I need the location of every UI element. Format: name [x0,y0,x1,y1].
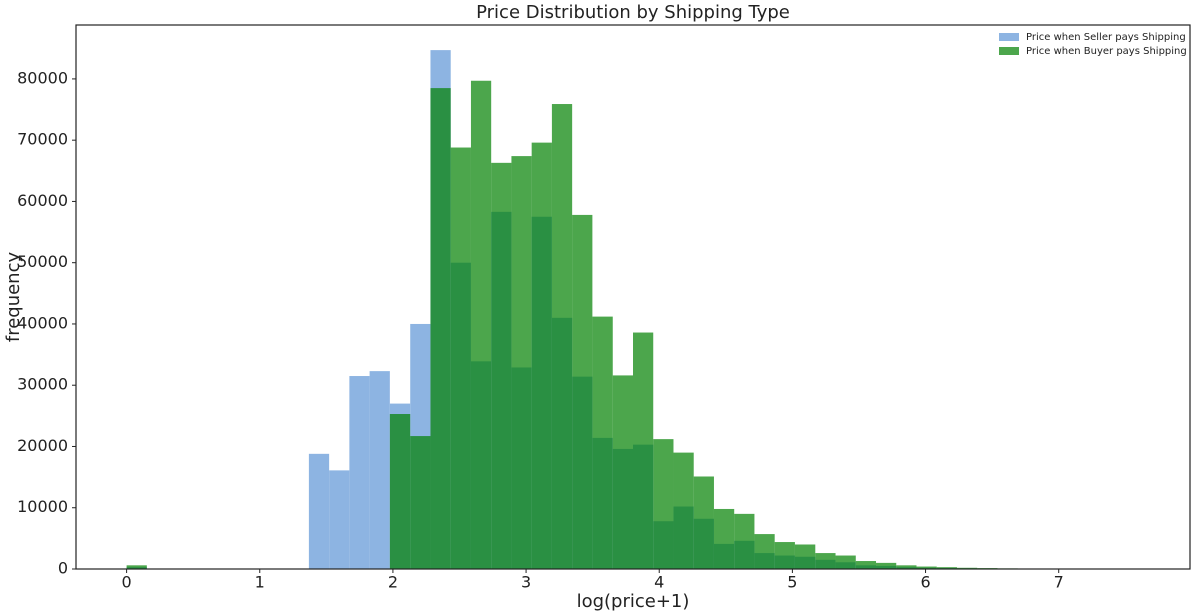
y-tick-label: 50000 [17,252,68,271]
histogram-bar [592,316,613,569]
legend-swatch [999,47,1019,55]
histogram-bar [835,555,856,569]
histogram-bar [349,376,370,569]
histogram-bar [430,88,451,570]
y-tick-label: 70000 [17,130,68,149]
y-tick-label: 10000 [17,497,68,516]
histogram-bar [389,414,411,569]
histogram-bar [470,80,492,570]
histogram-bar [774,542,795,569]
plot-frame [75,24,1191,570]
histogram-bar [653,439,674,569]
histogram-bar [633,332,654,569]
histogram-bar [369,371,390,569]
x-tick-label: 2 [388,573,398,592]
histogram-bar [491,162,512,570]
y-tick-label: 30000 [17,375,68,394]
histogram-bar [794,544,816,569]
x-tick-label: 7 [1054,573,1064,592]
histogram-bar [410,436,431,569]
y-axis-label: frequency [3,252,24,343]
histogram-bar [815,553,836,569]
x-tick-label: 4 [654,573,664,592]
histogram-bar [916,566,937,569]
histogram-bar [308,453,330,569]
x-tick-label: 3 [521,573,531,592]
legend-swatch [999,33,1019,41]
histogram-bar [936,567,957,569]
x-tick-label: 6 [920,573,930,592]
histogram-bar [876,562,897,569]
legend-label: Price when Buyer pays Shipping [1026,46,1187,57]
legend-label: Price when Seller pays Shipping [1026,32,1186,43]
y-tick-label: 40000 [17,313,68,332]
x-tick-label: 5 [787,573,797,592]
histogram-bar [734,513,755,569]
histogram-bar [531,142,552,569]
histogram-bar [450,147,471,569]
histogram-bar [693,476,714,569]
histogram-bar [612,375,633,569]
histogram-bar [855,561,877,569]
histogram-bar [511,156,532,569]
y-tick-label: 0 [58,559,68,578]
x-axis-label: log(price+1) [577,591,690,612]
histogram-bar [673,452,694,569]
histogram-bar [126,565,147,569]
histogram-bar [754,534,775,569]
histogram-bar [551,104,573,569]
y-tick-label: 20000 [17,436,68,455]
x-tick-label: 0 [122,573,132,592]
x-tick-label: 1 [255,573,265,592]
histogram-bar [956,567,978,569]
histogram-bar [896,565,917,569]
histogram-bar [329,470,350,569]
y-tick-label: 60000 [17,191,68,210]
histogram-bar [572,214,593,569]
y-tick-label: 80000 [17,68,68,87]
histogram-bar [713,508,735,569]
chart-title: Price Distribution by Shipping Type [476,2,790,23]
